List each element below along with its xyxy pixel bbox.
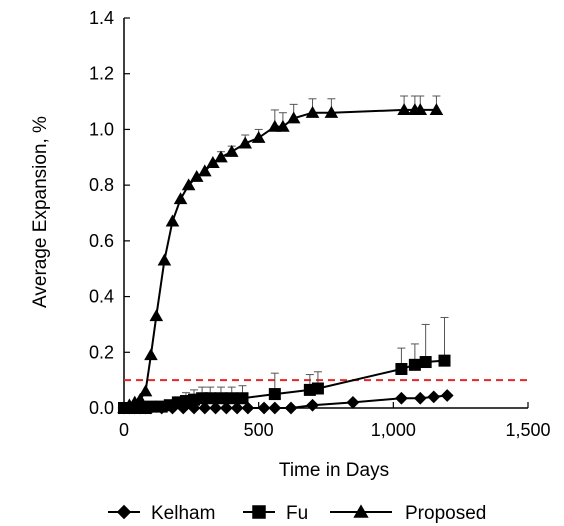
data-point xyxy=(206,156,220,168)
x-tick-label: 1,000 xyxy=(371,420,416,440)
y-tick-label: 0.4 xyxy=(89,287,114,307)
data-point xyxy=(268,388,281,401)
legend-marker xyxy=(353,504,369,518)
data-point xyxy=(268,401,282,415)
legend-label: Proposed xyxy=(405,503,486,524)
data-point xyxy=(204,392,217,405)
data-point xyxy=(413,391,427,405)
data-point xyxy=(311,382,324,395)
series-fu xyxy=(118,316,451,414)
y-tick-label: 1.2 xyxy=(89,64,114,84)
data-point xyxy=(219,401,233,415)
data-point xyxy=(198,164,212,177)
data-point xyxy=(236,392,249,405)
y-tick-label: 0.2 xyxy=(89,342,114,362)
legend-label: Kelham xyxy=(151,503,215,524)
data-point xyxy=(305,105,320,118)
data-point xyxy=(214,150,228,163)
data-point xyxy=(157,253,172,266)
data-point xyxy=(209,401,222,415)
y-axis-title: Average Expansion, % xyxy=(30,116,51,308)
data-point xyxy=(198,401,212,415)
y-tick-label: 1.4 xyxy=(89,8,114,28)
data-point xyxy=(419,356,432,369)
y-tick-label: 0.8 xyxy=(89,175,114,195)
legend-item-fu: Fu xyxy=(243,503,308,524)
series-proposed xyxy=(117,95,444,414)
y-tick-label: 0.0 xyxy=(89,398,114,418)
data-point xyxy=(144,400,157,413)
legend-marker xyxy=(116,504,132,520)
data-point xyxy=(133,392,147,405)
data-point xyxy=(276,119,290,132)
x-tick-label: 500 xyxy=(244,420,274,440)
data-point xyxy=(429,103,444,116)
data-point xyxy=(173,192,188,205)
legend-item-proposed: Proposed xyxy=(330,503,486,524)
legend-marker xyxy=(252,505,266,519)
legend-item-kelham: Kelham xyxy=(108,503,215,524)
data-point xyxy=(395,391,408,405)
y-tick-label: 0.6 xyxy=(89,231,114,251)
data-point xyxy=(238,136,252,149)
x-axis-title: Time in Days xyxy=(279,460,389,481)
data-point xyxy=(284,401,298,415)
data-point xyxy=(346,396,360,409)
data-point xyxy=(149,309,164,322)
data-point xyxy=(214,392,227,405)
data-point xyxy=(306,398,319,412)
data-point xyxy=(181,178,196,191)
data-point xyxy=(324,105,339,118)
data-point xyxy=(427,390,441,404)
data-point xyxy=(189,169,204,182)
y-tick-label: 1.0 xyxy=(89,119,114,139)
data-point xyxy=(224,144,239,157)
data-point xyxy=(440,389,454,402)
data-point xyxy=(144,348,158,361)
data-point xyxy=(397,103,411,116)
plot-area: 0.0 0.2 0.4 0.6 0.8 1.0 1.2 1.4 0 500 1,000 1,500 xyxy=(89,8,551,440)
data-point xyxy=(251,130,266,143)
data-point xyxy=(408,358,421,371)
data-point xyxy=(230,401,244,415)
x-tick-label: 1,500 xyxy=(505,420,550,440)
data-point xyxy=(413,103,428,116)
data-point xyxy=(165,214,180,227)
data-point xyxy=(395,363,408,375)
data-point xyxy=(241,401,255,415)
x-tick-label: 0 xyxy=(119,420,129,440)
data-point xyxy=(138,384,153,397)
legend: Kelham Fu Proposed xyxy=(108,503,486,524)
data-point xyxy=(438,354,451,367)
legend-label: Fu xyxy=(286,503,308,524)
data-point xyxy=(225,392,238,405)
data-point xyxy=(187,401,201,415)
data-point xyxy=(257,401,271,415)
data-point xyxy=(286,111,301,124)
